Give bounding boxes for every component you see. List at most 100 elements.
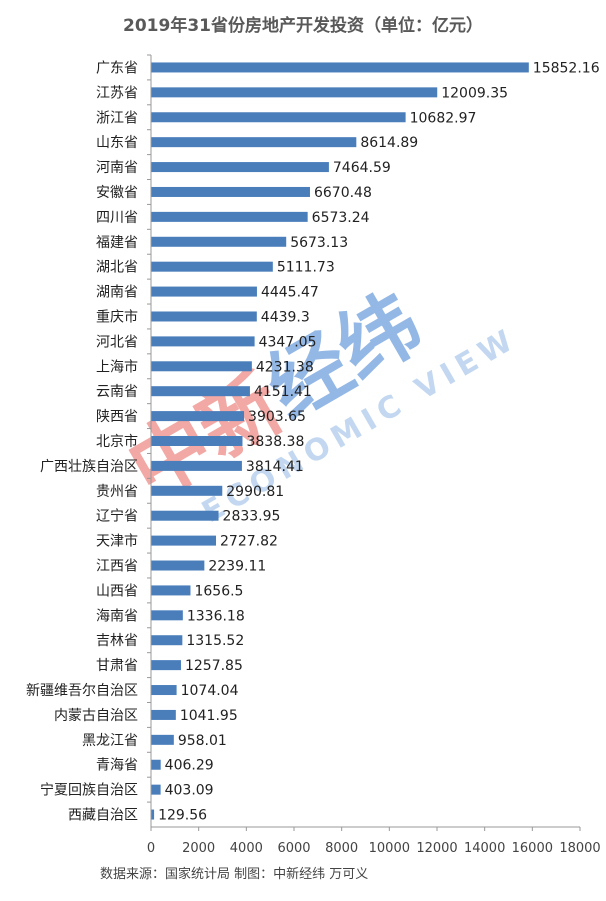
data-label: 2727.82	[220, 534, 278, 550]
data-label: 4445.47	[261, 285, 319, 301]
bar	[151, 460, 242, 471]
category-label: 宁夏回族自治区	[40, 782, 138, 799]
data-label: 1315.52	[186, 633, 244, 649]
category-label: 重庆市	[96, 308, 138, 325]
bar	[151, 660, 181, 671]
data-label: 1041.95	[180, 708, 238, 724]
bar	[151, 759, 161, 770]
bar	[151, 211, 308, 222]
category-label: 江苏省	[96, 85, 138, 101]
bar	[151, 685, 177, 696]
bar	[151, 560, 205, 571]
data-label: 3838.38	[246, 434, 304, 450]
bar	[151, 610, 183, 621]
data-label: 2990.81	[226, 484, 284, 500]
category-label: 辽宁省	[96, 508, 138, 525]
bar	[151, 784, 161, 795]
category-label: 河南省	[96, 160, 138, 176]
bar	[151, 510, 219, 521]
category-label: 内蒙古自治区	[54, 708, 138, 724]
category-label: 陕西省	[96, 409, 138, 425]
x-tick-label: 16000	[512, 841, 553, 856]
data-label: 6573.24	[312, 210, 370, 226]
category-label: 福建省	[96, 235, 138, 251]
bar	[151, 734, 174, 745]
data-label: 1656.5	[194, 583, 243, 599]
bar	[151, 635, 183, 646]
data-label: 4151.41	[254, 384, 312, 400]
data-label: 958.01	[178, 733, 227, 749]
data-label: 129.56	[158, 808, 207, 824]
bar	[151, 62, 529, 73]
category-label: 四川省	[96, 210, 138, 226]
category-label: 海南省	[96, 608, 138, 624]
data-label: 15852.16	[533, 60, 600, 76]
bar	[151, 137, 357, 148]
bar-group: 广东省 15852.16 江苏省 12009.35 浙江省 10682.97 山东省 8614…	[26, 60, 600, 823]
x-axis: 0 2000 4000 6000 8000 10000 12000 14000 16000 180…	[147, 54, 601, 856]
data-label: 2239.11	[208, 559, 266, 575]
x-tick-label: 10000	[369, 841, 410, 856]
x-tick-label: 18000	[559, 841, 600, 856]
bar	[151, 485, 223, 496]
x-tick-label: 8000	[325, 841, 358, 856]
data-label: 5111.73	[277, 260, 335, 276]
data-label: 3814.41	[246, 459, 304, 475]
data-label: 4231.38	[256, 359, 314, 375]
bar	[151, 186, 310, 197]
x-tick-label: 14000	[464, 841, 505, 856]
bar	[151, 286, 257, 297]
bar	[151, 436, 243, 446]
category-label: 浙江省	[96, 110, 138, 126]
x-tick-label: 6000	[277, 841, 310, 856]
bar	[151, 386, 250, 397]
bar	[151, 236, 287, 247]
data-label: 5673.13	[290, 235, 348, 251]
data-label: 406.29	[165, 758, 214, 774]
category-label: 黑龙江省	[82, 733, 138, 749]
category-label: 贵州省	[96, 484, 138, 500]
category-label: 山西省	[96, 583, 138, 599]
bar	[151, 585, 191, 596]
category-label: 天津市	[96, 533, 138, 550]
x-tick-label: 12000	[416, 841, 457, 856]
category-label: 广东省	[96, 60, 138, 76]
bar	[151, 112, 406, 123]
data-label: 3903.65	[248, 409, 306, 425]
x-tick-label: 0	[147, 841, 155, 856]
category-label: 青海省	[96, 758, 138, 774]
category-label: 新疆维吾尔自治区	[26, 683, 138, 699]
data-label: 10682.97	[410, 110, 477, 126]
category-label: 山东省	[96, 135, 138, 151]
category-label: 安徽省	[96, 185, 138, 201]
bar	[151, 162, 329, 173]
category-label: 甘肃省	[96, 658, 138, 674]
data-label: 7464.59	[333, 160, 391, 176]
data-label: 2833.95	[223, 509, 281, 525]
bar	[151, 709, 176, 720]
bar	[151, 411, 245, 422]
category-label: 上海市	[96, 358, 138, 375]
category-label: 河北省	[96, 334, 138, 350]
category-label: 江西省	[96, 559, 138, 575]
data-label: 4347.05	[259, 334, 317, 350]
category-label: 西藏自治区	[68, 808, 138, 824]
category-label: 广西壮族自治区	[40, 459, 138, 475]
category-label: 湖北省	[96, 260, 138, 276]
bar	[151, 87, 438, 98]
bar	[151, 336, 255, 347]
category-label: 云南省	[96, 384, 138, 400]
data-label: 8614.89	[360, 135, 418, 151]
data-label: 12009.35	[441, 85, 508, 101]
bar	[151, 361, 252, 372]
bar	[151, 311, 257, 322]
data-label: 4439.3	[261, 309, 310, 325]
data-label: 6670.48	[314, 185, 372, 201]
chart-title: 2019年31省份房地产开发投资（单位：亿元）	[123, 15, 483, 36]
data-label: 1074.04	[181, 683, 239, 699]
bar	[151, 809, 155, 820]
x-tick-label: 2000	[182, 841, 215, 856]
data-label: 403.09	[165, 783, 214, 799]
data-label: 1257.85	[185, 658, 243, 674]
